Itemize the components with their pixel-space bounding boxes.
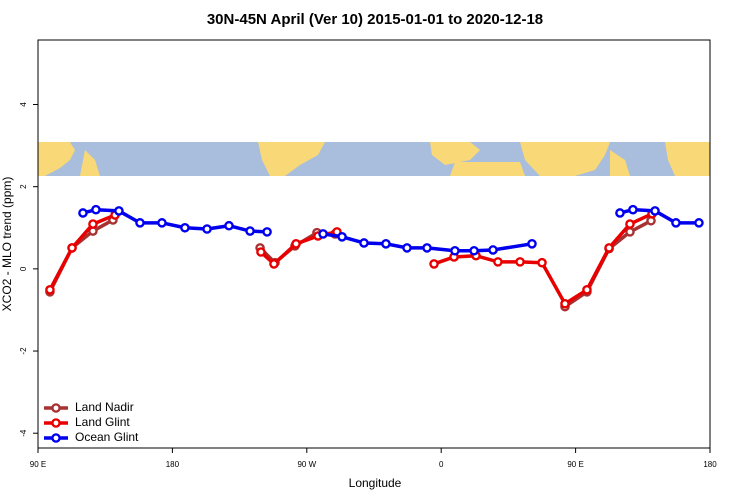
y-tick-label: -4: [19, 429, 28, 437]
legend-label: Land Glint: [75, 415, 130, 429]
data-point: [262, 227, 272, 237]
x-tick-label: 90 E: [30, 460, 46, 469]
data-point: [135, 218, 145, 228]
data-point: [78, 208, 88, 218]
data-point: [527, 238, 537, 249]
legend-label: Ocean Glint: [75, 430, 139, 444]
data-point: [291, 238, 301, 249]
x-tick-label: 180: [166, 460, 180, 469]
data-point: [381, 238, 391, 249]
map-ocean: [38, 142, 710, 176]
x-tick-label: 0: [439, 460, 444, 469]
legend-marker: [51, 418, 61, 428]
data-point: [318, 229, 328, 239]
data-point: [67, 243, 77, 253]
data-point: [422, 243, 432, 253]
data-point: [582, 285, 592, 295]
y-tick-label: 0: [19, 266, 28, 271]
data-point: [202, 224, 212, 234]
data-point: [671, 218, 681, 228]
map-land: [430, 142, 480, 165]
data-point: [45, 285, 55, 295]
data-point: [625, 219, 635, 229]
x-tick-label: 90 W: [297, 460, 316, 469]
data-point: [402, 243, 412, 253]
y-axis-label: XCO2 - MLO trend (ppm): [0, 177, 14, 312]
data-point: [269, 259, 279, 269]
y-tick-label: -2: [19, 347, 28, 355]
map-band: [38, 142, 710, 176]
data-point: [650, 206, 660, 216]
data-point: [469, 245, 479, 256]
map-land: [80, 150, 100, 176]
data-point: [429, 259, 439, 269]
legend-marker: [51, 433, 61, 443]
y-tick-label: 4: [19, 102, 28, 107]
data-point: [515, 257, 525, 267]
data-point: [114, 206, 124, 216]
data-point: [493, 257, 503, 267]
plot-frame: [37, 39, 711, 449]
map-land: [610, 150, 630, 176]
x-tick-label: 180: [703, 460, 717, 469]
data-point: [628, 204, 638, 215]
data-point: [91, 204, 101, 215]
data-point: [560, 298, 570, 309]
data-point: [337, 232, 347, 242]
data-point: [180, 222, 190, 233]
y-tick-label: 2: [19, 184, 28, 189]
x-tick-label: 90 E: [567, 460, 583, 469]
map-land: [520, 142, 610, 176]
chart-title: 30N-45N April (Ver 10) 2015-01-01 to 202…: [207, 11, 543, 28]
legend-marker: [51, 403, 61, 413]
x-axis-label: Longitude: [349, 476, 402, 490]
data-point: [537, 257, 547, 268]
data-point: [256, 247, 266, 257]
data-point: [88, 219, 98, 229]
data-point: [359, 238, 369, 248]
data-point: [157, 218, 167, 228]
data-point: [224, 220, 234, 231]
data-point: [604, 243, 614, 253]
map-land: [38, 142, 75, 176]
data-point: [488, 245, 498, 255]
data-point: [694, 218, 704, 228]
map-land: [450, 162, 525, 176]
data-point: [450, 245, 460, 256]
data-point: [245, 226, 255, 236]
map-land: [258, 142, 325, 176]
map-land: [665, 142, 710, 176]
data-point: [615, 208, 625, 218]
legend-label: Land Nadir: [75, 400, 134, 414]
